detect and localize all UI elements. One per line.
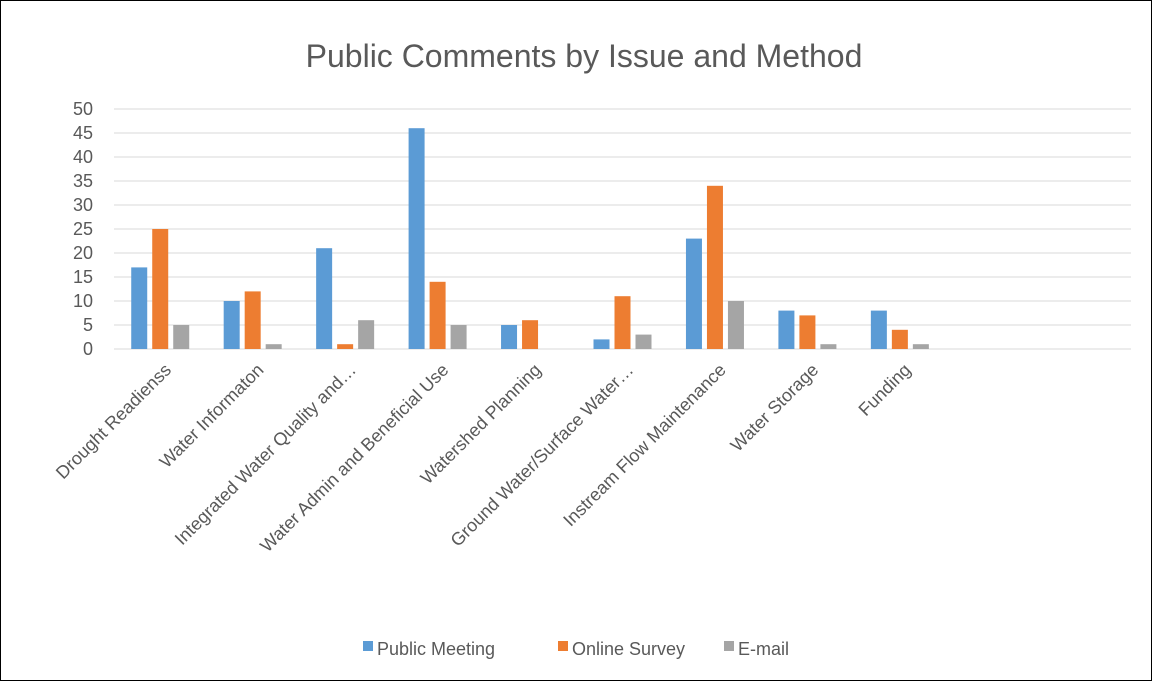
bar <box>522 320 539 349</box>
bar <box>337 344 354 349</box>
y-axis-ticks: 0 5 10 15 20 25 30 35 40 45 50 <box>73 99 93 359</box>
bar <box>778 310 795 349</box>
bar <box>820 344 837 349</box>
bar <box>870 310 887 349</box>
bar <box>358 320 375 349</box>
y-tick-label: 0 <box>83 339 93 359</box>
gridlines <box>114 108 1131 350</box>
x-category-label: Water Storage <box>727 360 823 456</box>
bar <box>799 315 816 349</box>
legend-swatch <box>558 641 568 651</box>
bar <box>429 281 446 349</box>
y-tick-label: 40 <box>73 147 93 167</box>
bar <box>223 301 240 349</box>
x-category-label: Drought Readienss <box>52 360 175 483</box>
chart-title: Public Comments by Issue and Method <box>306 38 863 74</box>
bar <box>501 325 518 349</box>
bar <box>706 185 723 349</box>
x-category-label: Instream Flow Maintenance <box>559 360 729 530</box>
legend: Public Meeting Online Survey E-mail <box>363 639 789 659</box>
bar <box>891 329 908 349</box>
y-tick-label: 50 <box>73 99 93 119</box>
bar <box>173 325 190 349</box>
y-tick-label: 25 <box>73 219 93 239</box>
y-tick-label: 5 <box>83 315 93 335</box>
bar <box>131 267 148 349</box>
x-category-label: Integrated Water Quality and… <box>171 360 360 549</box>
bar <box>152 229 169 349</box>
bars <box>131 128 929 349</box>
y-tick-label: 10 <box>73 291 93 311</box>
legend-label: Public Meeting <box>377 639 495 659</box>
y-tick-label: 30 <box>73 195 93 215</box>
bar <box>635 334 652 349</box>
y-tick-label: 45 <box>73 123 93 143</box>
bar <box>450 325 467 349</box>
bar <box>265 344 282 349</box>
x-category-label: Ground Water/Surface Water… <box>447 360 638 551</box>
legend-swatch <box>724 641 734 651</box>
y-tick-label: 20 <box>73 243 93 263</box>
bar <box>685 238 702 349</box>
bar <box>727 301 744 349</box>
x-category-label: Water Admin and Beneficial Use <box>256 360 452 556</box>
y-tick-label: 15 <box>73 267 93 287</box>
legend-label: Online Survey <box>572 639 685 659</box>
bar <box>408 128 425 349</box>
y-tick-label: 35 <box>73 171 93 191</box>
bar <box>593 339 610 349</box>
bar <box>244 291 261 349</box>
bar <box>912 344 929 349</box>
legend-swatch <box>363 641 373 651</box>
bar <box>316 248 333 349</box>
bar <box>614 296 631 349</box>
x-category-label: Funding <box>855 360 915 420</box>
legend-label: E-mail <box>738 639 789 659</box>
